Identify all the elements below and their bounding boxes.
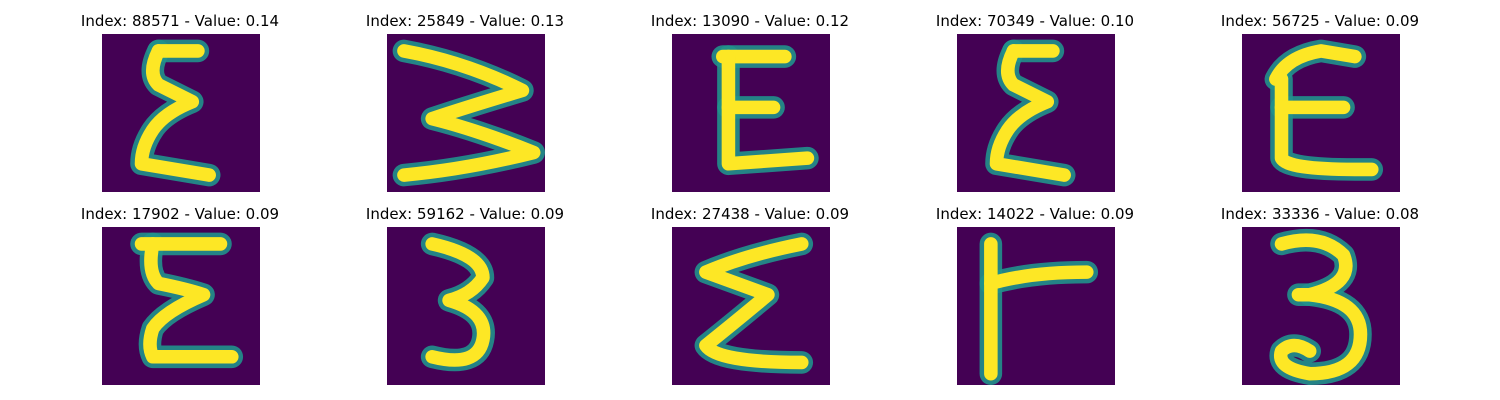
grid-panel: Index: 59162 - Value: 0.09 — [320, 205, 610, 385]
panel-title: Index: 25849 - Value: 0.13 — [320, 12, 610, 30]
digit-image — [672, 34, 830, 192]
grid-panel: Index: 13090 - Value: 0.12 — [605, 12, 895, 192]
digit-image — [387, 227, 545, 385]
grid-panel: Index: 33336 - Value: 0.08 — [1175, 205, 1465, 385]
grid-panel: Index: 88571 - Value: 0.14 — [35, 12, 325, 192]
grid-panel: Index: 27438 - Value: 0.09 — [605, 205, 895, 385]
digit-image — [957, 227, 1115, 385]
panel-title: Index: 14022 - Value: 0.09 — [890, 205, 1180, 223]
digit-image — [387, 34, 545, 192]
digit-image — [102, 34, 260, 192]
digit-image — [102, 227, 260, 385]
panel-title: Index: 70349 - Value: 0.10 — [890, 12, 1180, 30]
panel-title: Index: 13090 - Value: 0.12 — [605, 12, 895, 30]
panel-title: Index: 27438 - Value: 0.09 — [605, 205, 895, 223]
grid-panel: Index: 14022 - Value: 0.09 — [890, 205, 1180, 385]
grid-panel: Index: 25849 - Value: 0.13 — [320, 12, 610, 192]
panel-title: Index: 17902 - Value: 0.09 — [35, 205, 325, 223]
digit-image — [1242, 34, 1400, 192]
digit-image — [957, 34, 1115, 192]
grid-panel: Index: 17902 - Value: 0.09 — [35, 205, 325, 385]
grid-panel: Index: 70349 - Value: 0.10 — [890, 12, 1180, 192]
grid-panel: Index: 56725 - Value: 0.09 — [1175, 12, 1465, 192]
digit-image — [672, 227, 830, 385]
panel-title: Index: 88571 - Value: 0.14 — [35, 12, 325, 30]
panel-title: Index: 59162 - Value: 0.09 — [320, 205, 610, 223]
panel-title: Index: 56725 - Value: 0.09 — [1175, 12, 1465, 30]
digit-image — [1242, 227, 1400, 385]
panel-title: Index: 33336 - Value: 0.08 — [1175, 205, 1465, 223]
